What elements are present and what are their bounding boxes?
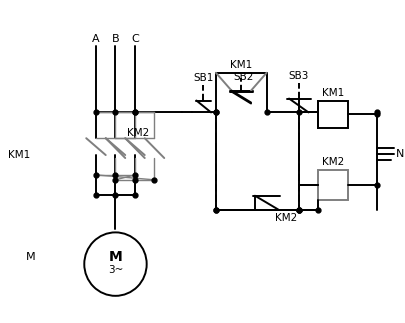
Text: KM2: KM2 [322, 157, 344, 167]
Text: KM1: KM1 [230, 60, 252, 70]
Text: KM2: KM2 [275, 213, 297, 223]
Text: C: C [131, 34, 139, 44]
Text: KM1: KM1 [8, 150, 30, 160]
Bar [318, 100, 347, 128]
Bar [318, 170, 347, 200]
Text: M: M [109, 250, 122, 264]
Text: A: A [92, 34, 100, 44]
Text: B: B [112, 34, 119, 44]
Text: SB1: SB1 [193, 73, 213, 83]
Text: KM2: KM2 [127, 128, 149, 138]
Text: 3~: 3~ [108, 265, 123, 275]
Text: N: N [396, 149, 405, 159]
Text: SB2: SB2 [233, 72, 254, 82]
Text: M: M [26, 252, 36, 262]
Text: SB3: SB3 [289, 71, 309, 81]
Text: KM1: KM1 [322, 88, 344, 98]
